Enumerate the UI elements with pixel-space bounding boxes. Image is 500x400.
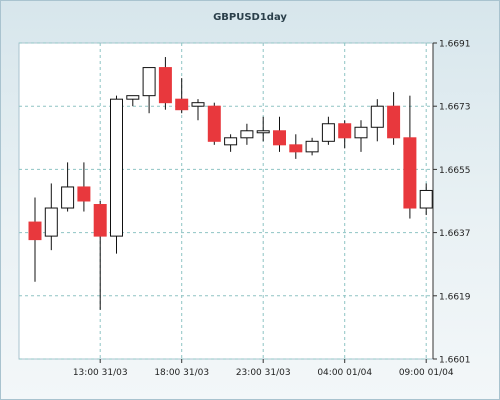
candle [77, 162, 91, 212]
x-tick-label: 13:00 31/03 [73, 368, 128, 378]
candle-body [126, 95, 140, 100]
candle [175, 78, 189, 114]
candle [142, 67, 156, 114]
candle-body [158, 67, 172, 104]
candle [224, 134, 238, 152]
candle [338, 120, 352, 149]
y-tick-label: 1.6655 [439, 166, 471, 176]
y-tick-label: 1.6619 [439, 292, 471, 302]
candle-body [191, 102, 205, 107]
candle [110, 95, 123, 254]
candle [419, 183, 433, 216]
x-tick-label: 09:00 01/04 [399, 368, 454, 378]
candle-body [338, 123, 352, 139]
candle-body [273, 130, 286, 146]
candle-body [305, 140, 319, 153]
y-tick-label: 1.6691 [439, 40, 471, 50]
candle-body [256, 130, 270, 134]
candle-body [240, 130, 254, 139]
candle-body [289, 144, 303, 153]
candle-body [370, 105, 384, 128]
chart-title: GBPUSD1day [213, 12, 287, 23]
candle-body [93, 204, 107, 237]
candle [289, 134, 303, 159]
candle [370, 99, 384, 142]
candle [256, 116, 270, 142]
y-tick-label: 1.6637 [439, 229, 471, 239]
candle-body [110, 98, 123, 237]
candle [240, 123, 254, 145]
x-axis: 13:00 31/03 18:00 31/03 23:00 31/03 04:00 0… [73, 359, 454, 378]
candle [403, 95, 417, 219]
candle-body [28, 221, 42, 241]
candle-body [403, 137, 417, 209]
candle [44, 183, 58, 251]
candle [305, 137, 319, 156]
candle-body [61, 186, 75, 209]
candle-body [419, 189, 433, 209]
y-axis: 1.6691 1.6673 1.6655 1.6637 1.6619 1.6601 [432, 40, 471, 366]
candle-body [354, 126, 368, 139]
candle [273, 116, 286, 152]
candle-layer [28, 57, 433, 310]
candle-body [44, 207, 58, 237]
candle [93, 201, 107, 310]
candle [126, 95, 140, 107]
candle-body [142, 67, 156, 97]
candle [354, 120, 368, 152]
candle [61, 162, 75, 212]
candle-body [207, 105, 221, 142]
candle-body [321, 123, 335, 142]
y-tick-label: 1.6601 [439, 356, 471, 366]
y-tick-label: 1.6673 [439, 103, 471, 113]
candle-body [77, 186, 91, 202]
candle-body [175, 98, 189, 111]
candle-body [224, 137, 238, 146]
x-tick-label: 23:00 31/03 [236, 368, 291, 378]
candle [321, 116, 335, 145]
candle-body [387, 105, 401, 139]
x-tick-label: 18:00 31/03 [154, 368, 209, 378]
candle [158, 57, 172, 110]
candle [191, 99, 205, 121]
candle [207, 102, 221, 145]
x-tick-label: 04:00 01/04 [317, 368, 372, 378]
candle [28, 197, 42, 282]
candle [387, 92, 401, 145]
